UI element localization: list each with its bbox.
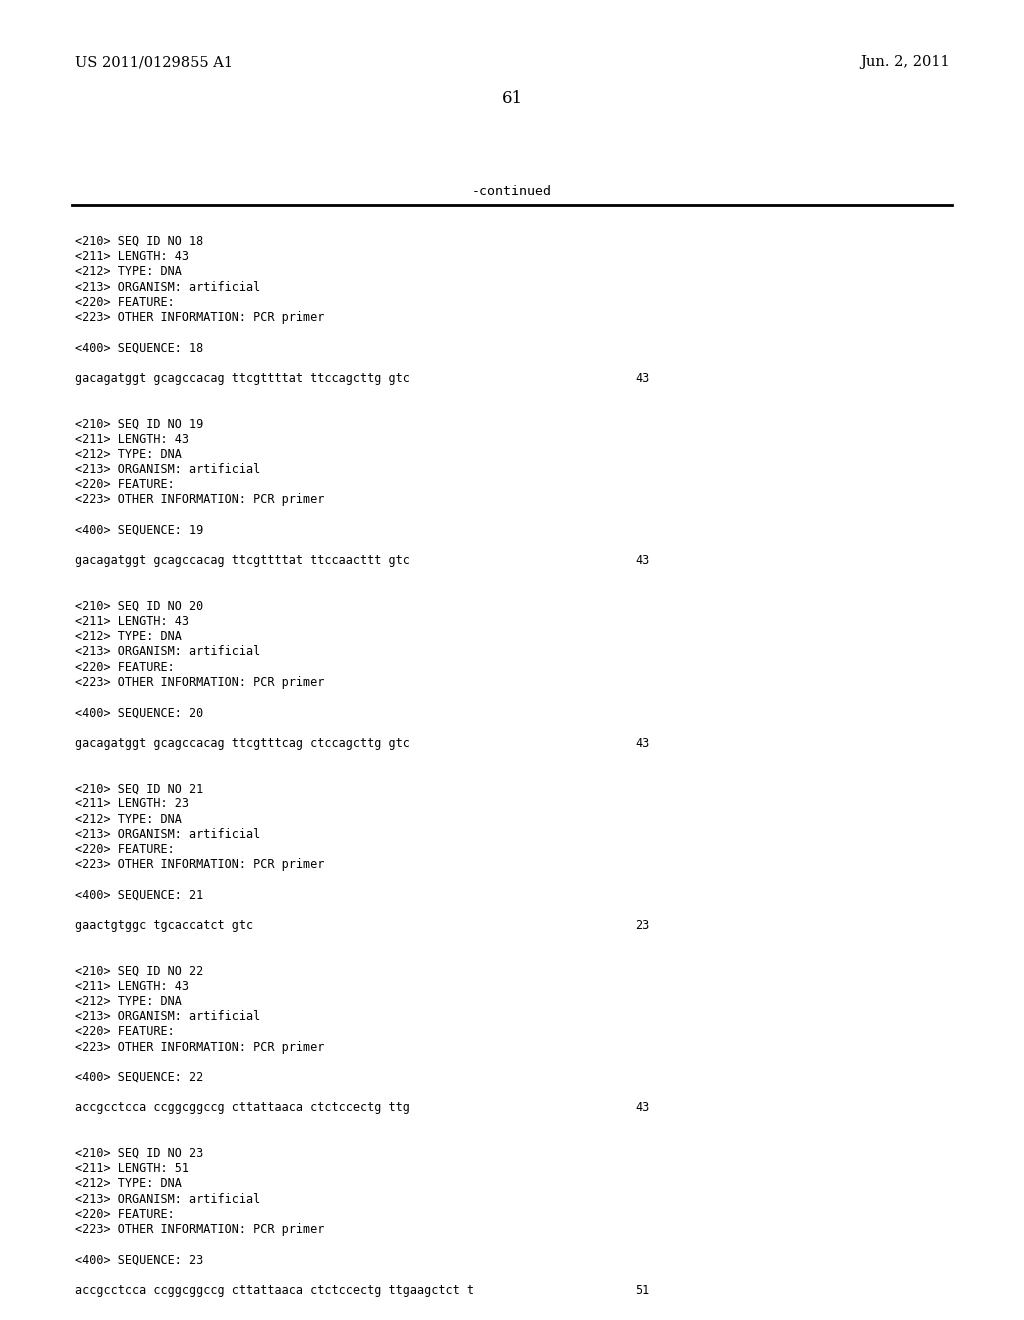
Text: <220> FEATURE:: <220> FEATURE: xyxy=(75,296,175,309)
Text: <400> SEQUENCE: 22: <400> SEQUENCE: 22 xyxy=(75,1071,203,1084)
Text: <213> ORGANISM: artificial: <213> ORGANISM: artificial xyxy=(75,1010,260,1023)
Text: <212> TYPE: DNA: <212> TYPE: DNA xyxy=(75,813,182,825)
Text: 43: 43 xyxy=(635,554,649,568)
Text: <213> ORGANISM: artificial: <213> ORGANISM: artificial xyxy=(75,463,260,477)
Text: <210> SEQ ID NO 18: <210> SEQ ID NO 18 xyxy=(75,235,203,248)
Text: accgcctcca ccggcggccg cttattaaca ctctccectg ttg: accgcctcca ccggcggccg cttattaaca ctctcce… xyxy=(75,1101,410,1114)
Text: <220> FEATURE:: <220> FEATURE: xyxy=(75,478,175,491)
Text: <210> SEQ ID NO 19: <210> SEQ ID NO 19 xyxy=(75,417,203,430)
Text: Jun. 2, 2011: Jun. 2, 2011 xyxy=(860,55,950,69)
Text: <223> OTHER INFORMATION: PCR primer: <223> OTHER INFORMATION: PCR primer xyxy=(75,1040,325,1053)
Text: <211> LENGTH: 43: <211> LENGTH: 43 xyxy=(75,979,189,993)
Text: <213> ORGANISM: artificial: <213> ORGANISM: artificial xyxy=(75,645,260,659)
Text: <211> LENGTH: 43: <211> LENGTH: 43 xyxy=(75,251,189,263)
Text: accgcctcca ccggcggccg cttattaaca ctctccectg ttgaagctct t: accgcctcca ccggcggccg cttattaaca ctctcce… xyxy=(75,1284,474,1296)
Text: gacagatggt gcagccacag ttcgtttcag ctccagcttg gtc: gacagatggt gcagccacag ttcgtttcag ctccagc… xyxy=(75,737,410,750)
Text: <223> OTHER INFORMATION: PCR primer: <223> OTHER INFORMATION: PCR primer xyxy=(75,494,325,507)
Text: <210> SEQ ID NO 22: <210> SEQ ID NO 22 xyxy=(75,965,203,978)
Text: -continued: -continued xyxy=(472,185,552,198)
Text: <210> SEQ ID NO 20: <210> SEQ ID NO 20 xyxy=(75,599,203,612)
Text: <220> FEATURE:: <220> FEATURE: xyxy=(75,660,175,673)
Text: <400> SEQUENCE: 21: <400> SEQUENCE: 21 xyxy=(75,888,203,902)
Text: <400> SEQUENCE: 23: <400> SEQUENCE: 23 xyxy=(75,1254,203,1266)
Text: <223> OTHER INFORMATION: PCR primer: <223> OTHER INFORMATION: PCR primer xyxy=(75,1224,325,1236)
Text: <212> TYPE: DNA: <212> TYPE: DNA xyxy=(75,447,182,461)
Text: gaactgtggc tgcaccatct gtc: gaactgtggc tgcaccatct gtc xyxy=(75,919,253,932)
Text: <210> SEQ ID NO 23: <210> SEQ ID NO 23 xyxy=(75,1147,203,1160)
Text: <212> TYPE: DNA: <212> TYPE: DNA xyxy=(75,995,182,1008)
Text: gacagatggt gcagccacag ttcgttttat ttccagcttg gtc: gacagatggt gcagccacag ttcgttttat ttccagc… xyxy=(75,372,410,385)
Text: <220> FEATURE:: <220> FEATURE: xyxy=(75,843,175,855)
Text: <400> SEQUENCE: 19: <400> SEQUENCE: 19 xyxy=(75,524,203,537)
Text: <400> SEQUENCE: 20: <400> SEQUENCE: 20 xyxy=(75,706,203,719)
Text: 61: 61 xyxy=(502,90,522,107)
Text: gacagatggt gcagccacag ttcgttttat ttccaacttt gtc: gacagatggt gcagccacag ttcgttttat ttccaac… xyxy=(75,554,410,568)
Text: <211> LENGTH: 23: <211> LENGTH: 23 xyxy=(75,797,189,810)
Text: <211> LENGTH: 43: <211> LENGTH: 43 xyxy=(75,433,189,446)
Text: <220> FEATURE:: <220> FEATURE: xyxy=(75,1208,175,1221)
Text: 43: 43 xyxy=(635,372,649,385)
Text: <223> OTHER INFORMATION: PCR primer: <223> OTHER INFORMATION: PCR primer xyxy=(75,312,325,323)
Text: <213> ORGANISM: artificial: <213> ORGANISM: artificial xyxy=(75,1192,260,1205)
Text: <211> LENGTH: 51: <211> LENGTH: 51 xyxy=(75,1162,189,1175)
Text: <212> TYPE: DNA: <212> TYPE: DNA xyxy=(75,1177,182,1191)
Text: <212> TYPE: DNA: <212> TYPE: DNA xyxy=(75,630,182,643)
Text: <213> ORGANISM: artificial: <213> ORGANISM: artificial xyxy=(75,828,260,841)
Text: <223> OTHER INFORMATION: PCR primer: <223> OTHER INFORMATION: PCR primer xyxy=(75,676,325,689)
Text: US 2011/0129855 A1: US 2011/0129855 A1 xyxy=(75,55,233,69)
Text: <212> TYPE: DNA: <212> TYPE: DNA xyxy=(75,265,182,279)
Text: <213> ORGANISM: artificial: <213> ORGANISM: artificial xyxy=(75,281,260,293)
Text: <210> SEQ ID NO 21: <210> SEQ ID NO 21 xyxy=(75,783,203,795)
Text: 51: 51 xyxy=(635,1284,649,1296)
Text: <223> OTHER INFORMATION: PCR primer: <223> OTHER INFORMATION: PCR primer xyxy=(75,858,325,871)
Text: 23: 23 xyxy=(635,919,649,932)
Text: <211> LENGTH: 43: <211> LENGTH: 43 xyxy=(75,615,189,628)
Text: <400> SEQUENCE: 18: <400> SEQUENCE: 18 xyxy=(75,342,203,354)
Text: 43: 43 xyxy=(635,737,649,750)
Text: 43: 43 xyxy=(635,1101,649,1114)
Text: <220> FEATURE:: <220> FEATURE: xyxy=(75,1026,175,1039)
